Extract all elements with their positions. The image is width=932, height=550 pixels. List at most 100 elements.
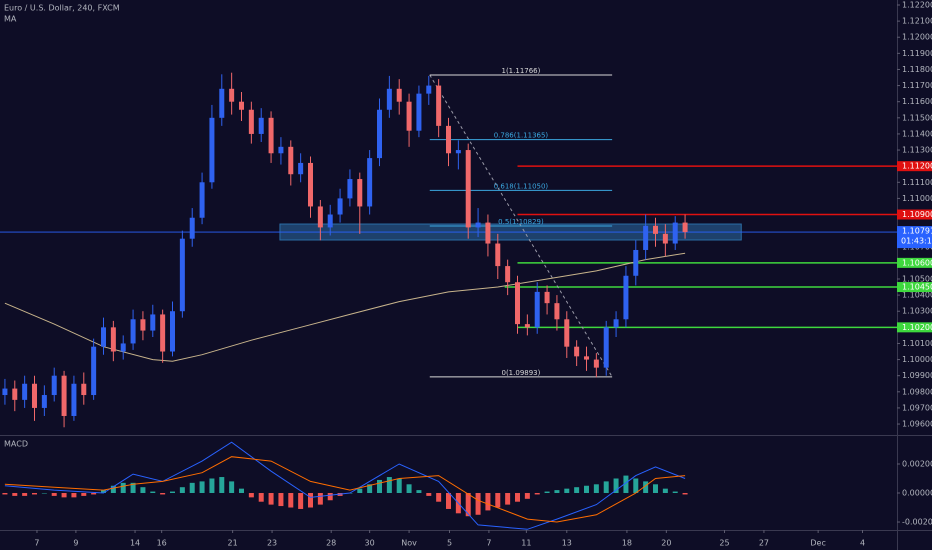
- y-tick-label: 1.09700: [902, 403, 932, 412]
- macd-histogram-bar: [130, 482, 136, 494]
- candle-body: [268, 117, 274, 154]
- candle-body: [544, 291, 550, 304]
- candle-body: [515, 282, 520, 325]
- candle-body: [219, 88, 225, 118]
- level-label: 1.10450: [902, 283, 932, 292]
- macd-histogram-bar: [140, 487, 146, 494]
- macd-histogram-bar: [327, 493, 333, 501]
- candle-body: [317, 206, 323, 228]
- macd-histogram-bar: [515, 493, 520, 502]
- macd-histogram-bar: [219, 477, 225, 494]
- macd-histogram-bar: [574, 487, 580, 494]
- macd-histogram-bar: [653, 484, 658, 494]
- candle-body: [170, 311, 175, 352]
- x-tick-label: Dec: [810, 539, 825, 548]
- macd-histogram-bar: [495, 493, 501, 508]
- macd-histogram-bar: [367, 484, 373, 494]
- macd-y-tick-label: 0.00200: [902, 459, 932, 468]
- macd-histogram-bar: [662, 488, 668, 494]
- x-tick-label: 23: [267, 539, 277, 548]
- candle-body: [179, 238, 185, 312]
- level-label-box: [897, 282, 932, 293]
- macd-histogram-bar: [623, 475, 629, 494]
- x-tick-label: Nov: [401, 539, 417, 548]
- candle-body: [278, 146, 284, 154]
- level-label: 1.11200: [902, 162, 932, 171]
- candle-body: [101, 327, 106, 347]
- macd-histogram-bar: [593, 484, 599, 494]
- candle-body: [564, 319, 570, 347]
- y-tick-label: 1.12100: [902, 17, 932, 26]
- level-label-box: [897, 257, 932, 268]
- y-tick-label: 1.09900: [902, 371, 932, 380]
- macd-histogram-bar: [170, 491, 175, 494]
- macd-histogram-bar: [317, 493, 323, 505]
- macd-histogram-bar: [416, 490, 422, 494]
- y-tick-label: 1.10500: [902, 274, 932, 283]
- candle-body: [524, 324, 530, 328]
- current-price-label: 1.10791: [902, 227, 932, 236]
- candle-body: [672, 222, 678, 244]
- macd-histogram-bar: [643, 481, 649, 494]
- y-tick-label: 1.10000: [902, 355, 932, 364]
- macd-line: [4, 441, 686, 530]
- candle-body: [298, 162, 304, 175]
- macd-histogram-bar: [308, 493, 313, 508]
- macd-histogram-bar: [268, 493, 274, 505]
- macd-histogram-bar: [41, 493, 47, 494]
- candle-body: [534, 291, 540, 328]
- x-tick-label: 20: [661, 539, 671, 548]
- candle-body: [12, 388, 18, 400]
- candle-body: [81, 383, 87, 396]
- candle-body: [2, 388, 8, 396]
- candle-body: [209, 117, 215, 183]
- macd-histogram-bar: [465, 493, 471, 517]
- candle-body: [258, 117, 264, 134]
- macd-histogram-bar: [110, 485, 116, 494]
- candle-body: [229, 88, 235, 102]
- candle-body: [189, 217, 195, 239]
- macd-histogram-bar: [150, 491, 156, 494]
- y-tick-label: 1.11300: [902, 146, 932, 155]
- macd-histogram-bar: [12, 493, 18, 496]
- signal-line: [4, 456, 686, 523]
- candle-body: [653, 225, 658, 234]
- macd-histogram-bar: [160, 493, 166, 495]
- macd-histogram-bar: [189, 482, 195, 494]
- level-label: 1.10600: [902, 258, 932, 267]
- macd-histogram-bar: [406, 484, 412, 494]
- macd-histogram-bar: [71, 493, 77, 498]
- level-label: 1.10200: [902, 323, 932, 332]
- macd-histogram-bar: [22, 493, 28, 496]
- candle-body: [239, 101, 244, 110]
- candle-body: [337, 198, 343, 215]
- candle-body: [426, 85, 432, 94]
- candle-body: [465, 150, 471, 228]
- level-label: 1.10900: [902, 210, 932, 219]
- macd-histogram-bar: [101, 490, 106, 494]
- macd-histogram-bar: [357, 488, 363, 494]
- macd-name: MACD: [4, 440, 28, 449]
- macd-histogram-bar: [524, 493, 530, 499]
- macd-histogram-bar: [475, 493, 481, 515]
- x-tick-label: 21: [228, 539, 238, 548]
- y-tick-label: 1.12200: [902, 0, 932, 9]
- fib-label: 0.618(1.11050): [494, 182, 549, 190]
- x-tick-label: 7: [34, 539, 39, 548]
- current-price-box: [897, 226, 932, 249]
- level-label-box: [897, 161, 932, 172]
- level-label-box: [897, 209, 932, 220]
- fib-label: 0(1.09893): [502, 369, 541, 377]
- macd-histogram-bar: [248, 493, 254, 498]
- macd-histogram-bar: [603, 481, 609, 494]
- macd-histogram-bar: [179, 487, 185, 494]
- y-tick-label: 1.11600: [902, 97, 932, 106]
- candle-body: [682, 222, 688, 233]
- x-tick-label: 27: [759, 539, 769, 548]
- y-tick-label: 1.11400: [902, 129, 932, 138]
- y-tick-label: 1.10300: [902, 307, 932, 316]
- y-tick-label: 1.10400: [902, 291, 932, 300]
- candle-body: [110, 327, 116, 352]
